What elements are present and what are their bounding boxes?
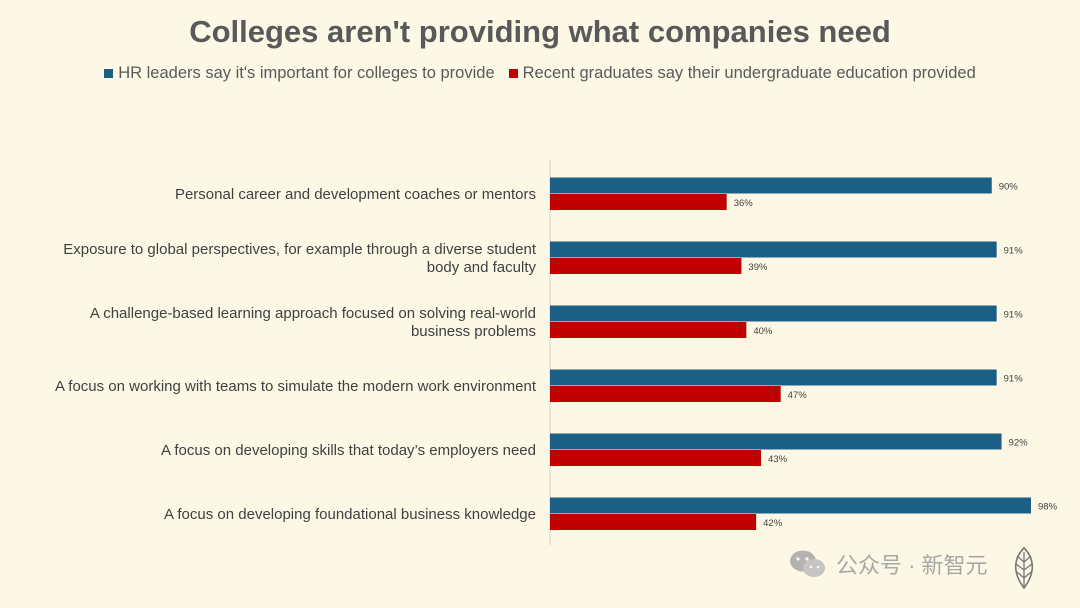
data-label: 92% [1009,437,1029,448]
category-label: A focus on developing foundational busin… [164,506,536,523]
bar-hr-leaders [550,305,997,322]
bar-graduates [550,450,762,466]
legend-swatch-graduates [508,69,518,78]
bar-hr-leaders [550,433,1002,450]
watermark: 公众号 · 新智元 [788,548,988,580]
data-label: 47% [788,390,808,401]
category-label: A challenge-based learning approach focu… [90,305,536,340]
leaf-logo-icon [1014,546,1034,590]
legend-item-graduates: Recent graduates say their undergraduate… [508,64,976,83]
bar-graduates [550,514,757,530]
data-label: 91% [1004,373,1024,384]
data-label: 90% [999,181,1019,192]
data-label: 98% [1038,501,1058,512]
category-label: A focus on working with teams to simulat… [55,378,537,395]
watermark-text: 公众号 · 新智元 [836,553,988,578]
legend-swatch-hr-leaders [104,69,114,78]
wechat-icon [790,550,825,577]
bar-hr-leaders [550,177,992,194]
category-label: Personal career and development coaches … [175,186,536,203]
legend: HR leaders say it's important for colleg… [0,64,1080,83]
data-label: 42% [763,518,783,529]
data-label: 36% [734,198,754,209]
bar-hr-leaders [550,369,997,386]
data-label: 39% [748,262,768,273]
bar-graduates [550,194,727,210]
category-label: A focus on developing skills that today’… [161,442,536,459]
legend-label-hr-leaders: HR leaders say it's important for colleg… [118,64,495,82]
category-label: Exposure to global perspectives, for exa… [63,241,537,276]
bar-graduates [550,386,781,402]
legend-item-hr-leaders: HR leaders say it's important for colleg… [104,64,495,83]
chart-title: Colleges aren't providing what companies… [189,14,891,49]
legend-label-graduates: Recent graduates say their undergraduate… [522,64,976,82]
bar-graduates [550,258,742,274]
bar-hr-leaders [550,241,997,258]
data-label: 91% [1004,309,1024,320]
data-label: 43% [768,454,788,465]
data-label: 91% [1004,245,1024,256]
bar-graduates [550,322,747,338]
bar-hr-leaders [550,497,1031,514]
data-label: 40% [753,326,773,337]
